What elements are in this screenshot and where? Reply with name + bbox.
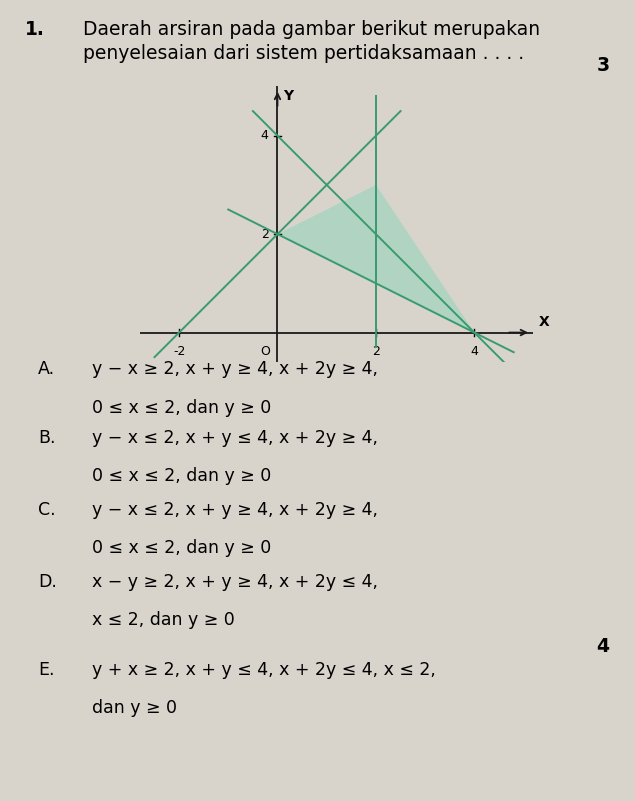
Text: X: X (538, 315, 549, 328)
Text: Y: Y (283, 89, 293, 103)
Text: 0 ≤ x ≤ 2, dan y ≥ 0: 0 ≤ x ≤ 2, dan y ≥ 0 (92, 539, 271, 557)
Text: y + x ≥ 2, x + y ≤ 4, x + 2y ≤ 4, x ≤ 2,: y + x ≥ 2, x + y ≤ 4, x + 2y ≤ 4, x ≤ 2, (92, 661, 436, 678)
Text: O: O (260, 345, 270, 358)
Text: x ≤ 2, dan y ≥ 0: x ≤ 2, dan y ≥ 0 (92, 611, 235, 629)
Text: 4: 4 (261, 129, 269, 143)
Text: C.: C. (38, 501, 56, 518)
Text: 0 ≤ x ≤ 2, dan y ≥ 0: 0 ≤ x ≤ 2, dan y ≥ 0 (92, 399, 271, 417)
Text: y − x ≤ 2, x + y ≤ 4, x + 2y ≥ 4,: y − x ≤ 2, x + y ≤ 4, x + 2y ≥ 4, (92, 429, 378, 446)
Text: dan y ≥ 0: dan y ≥ 0 (92, 699, 177, 717)
Text: Daerah arsiran pada gambar berikut merupakan: Daerah arsiran pada gambar berikut merup… (83, 20, 540, 39)
Text: 4: 4 (597, 637, 610, 656)
Text: E.: E. (38, 661, 55, 678)
Text: x − y ≥ 2, x + y ≥ 4, x + 2y ≤ 4,: x − y ≥ 2, x + y ≥ 4, x + 2y ≤ 4, (92, 573, 378, 590)
Text: 0 ≤ x ≤ 2, dan y ≥ 0: 0 ≤ x ≤ 2, dan y ≥ 0 (92, 467, 271, 485)
Text: y − x ≥ 2, x + y ≥ 4, x + 2y ≥ 4,: y − x ≥ 2, x + y ≥ 4, x + 2y ≥ 4, (92, 360, 378, 378)
Text: y − x ≤ 2, x + y ≥ 4, x + 2y ≥ 4,: y − x ≤ 2, x + y ≥ 4, x + 2y ≥ 4, (92, 501, 378, 518)
Text: A.: A. (38, 360, 55, 378)
Text: 4: 4 (471, 345, 478, 358)
Polygon shape (277, 185, 474, 332)
Text: 2: 2 (261, 227, 269, 240)
Text: -2: -2 (173, 345, 185, 358)
Text: D.: D. (38, 573, 57, 590)
Text: penyelesaian dari sistem pertidaksamaan . . . .: penyelesaian dari sistem pertidaksamaan … (83, 44, 524, 63)
Text: 2: 2 (372, 345, 380, 358)
Text: B.: B. (38, 429, 56, 446)
Text: 1.: 1. (25, 20, 45, 39)
Text: 3: 3 (596, 56, 610, 75)
